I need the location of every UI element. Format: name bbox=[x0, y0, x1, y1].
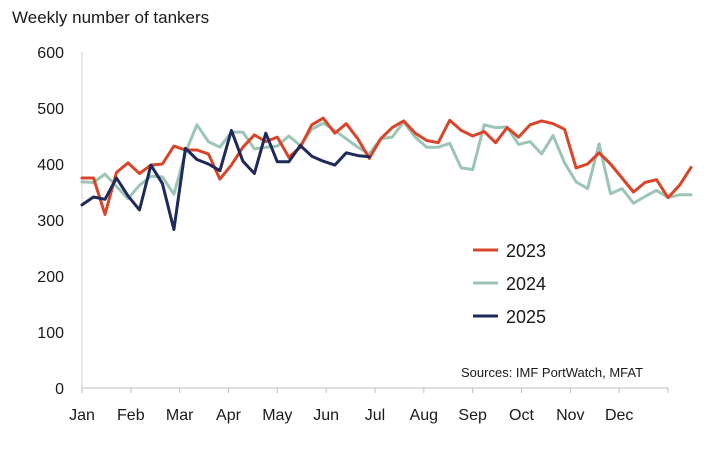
x-tick-label: Aug bbox=[410, 407, 438, 424]
chart-title: Weekly number of tankers bbox=[12, 8, 209, 27]
legend-label-2025: 2025 bbox=[506, 307, 546, 327]
x-tick-label: Jan bbox=[69, 407, 95, 424]
x-tick-label: Jul bbox=[365, 407, 385, 424]
y-axis: 0 100 200 300 400 500 600 bbox=[37, 45, 83, 398]
legend: 2023 2024 2025 bbox=[473, 241, 546, 327]
x-tick-label: Oct bbox=[509, 407, 534, 424]
x-tick-label: Apr bbox=[216, 407, 242, 424]
y-tick-label: 200 bbox=[37, 269, 64, 286]
legend-label-2023: 2023 bbox=[506, 241, 546, 261]
y-tick-label: 100 bbox=[37, 325, 64, 342]
series-line-2023 bbox=[80, 116, 693, 216]
y-tick-label: 500 bbox=[37, 101, 64, 118]
series-layer bbox=[80, 116, 693, 231]
x-tick-label: May bbox=[262, 407, 292, 424]
x-tick-label: Nov bbox=[556, 407, 584, 424]
y-tick-label: 600 bbox=[37, 45, 64, 62]
legend-label-2024: 2024 bbox=[506, 274, 546, 294]
series-line-2025 bbox=[80, 128, 371, 231]
source-note: Sources: IMF PortWatch, MFAT bbox=[461, 365, 643, 380]
x-tick-label: Dec bbox=[605, 407, 633, 424]
x-tick-label: Mar bbox=[166, 407, 194, 424]
x-tick-label: Jun bbox=[313, 407, 339, 424]
y-tick-label: 300 bbox=[37, 213, 64, 230]
x-axis: Jan Feb Mar Apr May Jun Jul Aug Sep Oct Nov Dec bbox=[69, 387, 669, 424]
y-tick-label: 0 bbox=[55, 381, 64, 398]
x-tick-label: Sep bbox=[458, 407, 487, 424]
y-tick-label: 400 bbox=[37, 157, 64, 174]
x-tick-label: Feb bbox=[117, 407, 145, 424]
